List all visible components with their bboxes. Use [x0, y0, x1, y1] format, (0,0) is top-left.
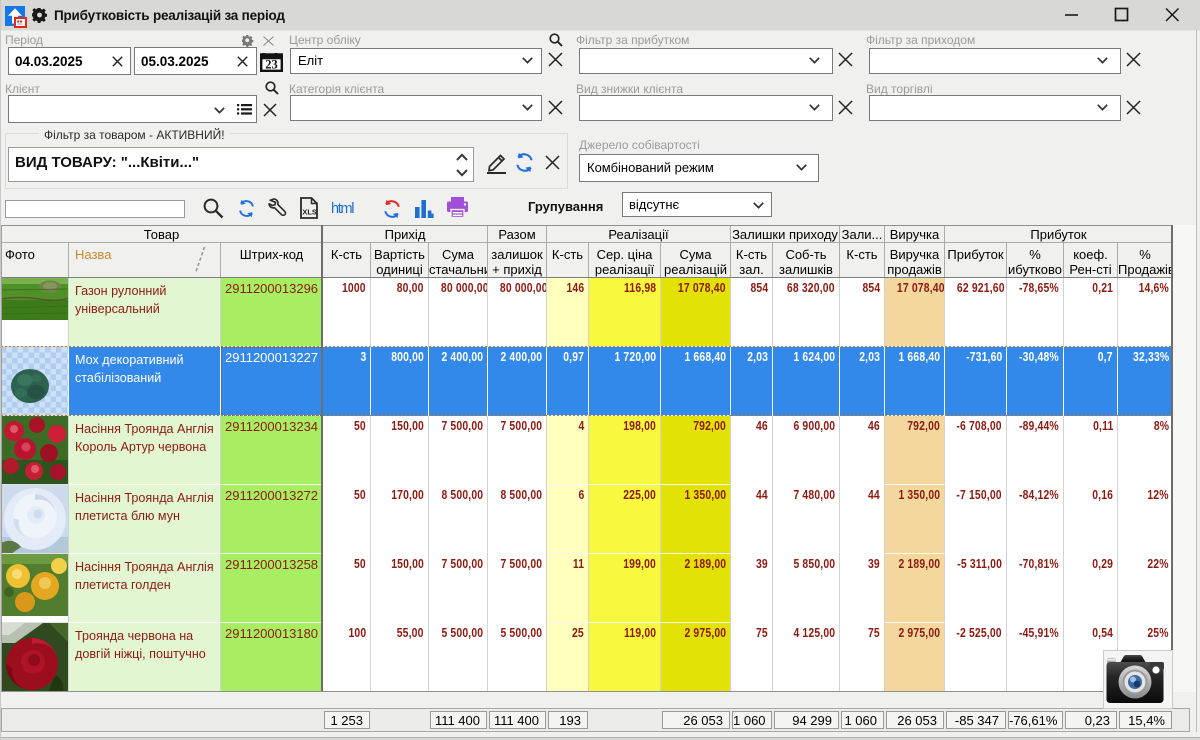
svg-text:23: 23	[265, 58, 278, 72]
svg-text:XLS: XLS	[302, 208, 316, 217]
